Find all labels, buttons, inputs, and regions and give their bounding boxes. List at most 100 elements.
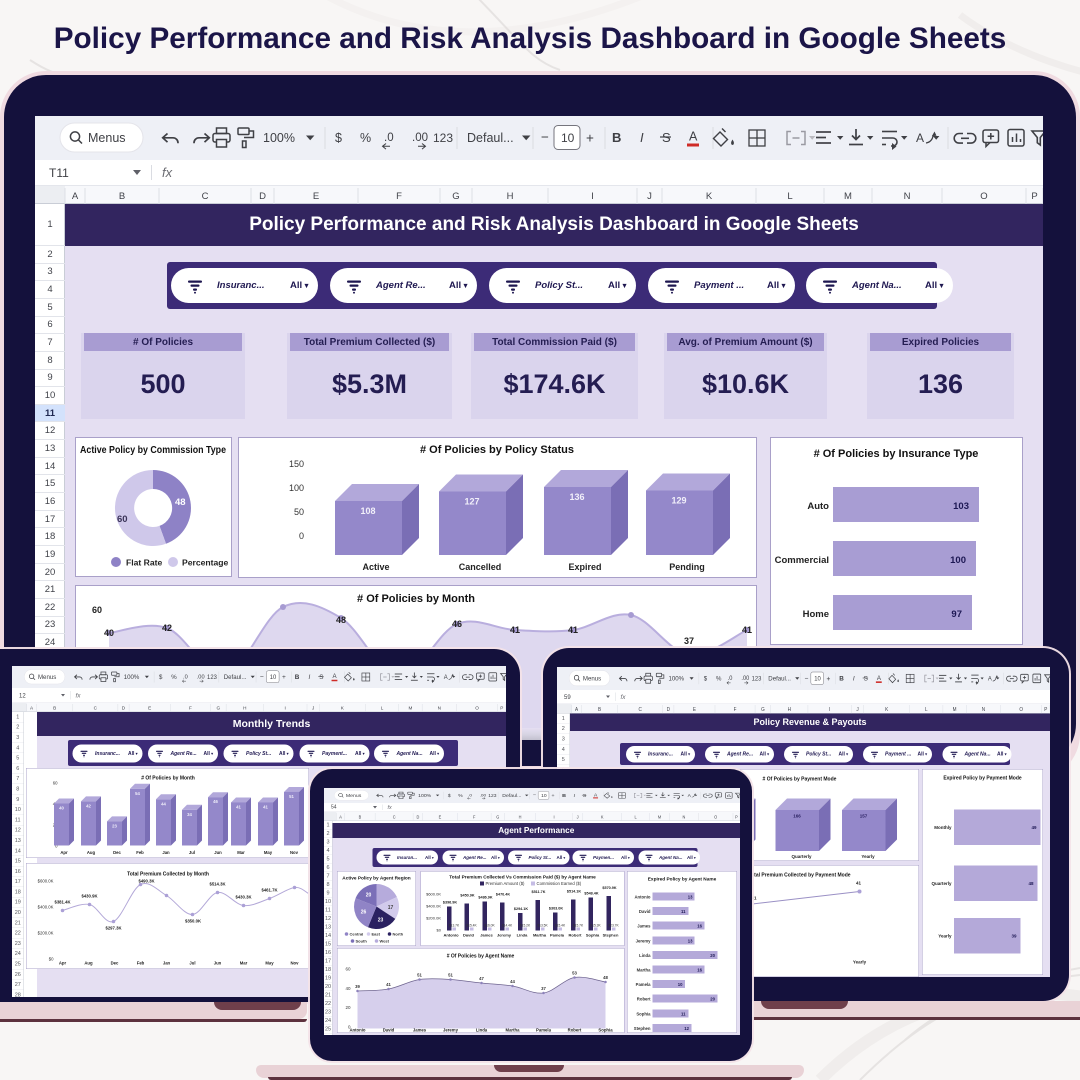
- svg-text:50: 50: [294, 507, 304, 517]
- svg-text:123: 123: [433, 131, 453, 145]
- svg-text:$303.0K: $303.0K: [549, 907, 563, 911]
- svg-text:O: O: [1019, 707, 1023, 713]
- svg-text:Pending: Pending: [669, 562, 705, 572]
- svg-text:A: A: [339, 814, 342, 819]
- svg-text:A: A: [333, 673, 338, 680]
- svg-text:Dec: Dec: [111, 961, 119, 966]
- svg-text:$13.7K: $13.7K: [449, 924, 460, 928]
- svg-text:David: David: [463, 933, 474, 938]
- svg-text:L: L: [787, 191, 792, 202]
- svg-text:Active: Active: [362, 562, 389, 572]
- svg-text:May: May: [264, 850, 273, 855]
- svg-text:0: 0: [299, 531, 304, 541]
- svg-text:Pamela: Pamela: [550, 933, 565, 938]
- svg-text:40: 40: [104, 628, 114, 638]
- svg-text:Apr: Apr: [60, 850, 68, 855]
- svg-text:$: $: [335, 131, 342, 145]
- svg-text:Martha: Martha: [533, 933, 547, 938]
- svg-text:%: %: [171, 674, 177, 681]
- svg-text:Jul: Jul: [189, 850, 195, 855]
- svg-text:51: 51: [448, 973, 453, 978]
- svg-text:Antonio: Antonio: [634, 895, 650, 900]
- svg-text:39: 39: [1011, 934, 1017, 939]
- svg-text:Martha: Martha: [637, 968, 652, 973]
- svg-text:Percentage: Percentage: [182, 558, 229, 568]
- svg-text:B: B: [598, 707, 601, 713]
- svg-text:S: S: [583, 793, 587, 798]
- svg-text:H: H: [507, 191, 514, 202]
- svg-text:123: 123: [752, 676, 762, 682]
- svg-text:David: David: [639, 909, 651, 914]
- svg-text:40: 40: [345, 986, 351, 991]
- svg-text:Pamela: Pamela: [636, 982, 652, 987]
- svg-text:37: 37: [541, 986, 546, 991]
- svg-text:.0: .0: [728, 676, 733, 682]
- svg-text:Jeremy: Jeremy: [443, 1028, 459, 1033]
- svg-text:Pamela: Pamela: [536, 1028, 552, 1033]
- svg-text:$450.9K: $450.9K: [460, 894, 474, 898]
- svg-text:Mar: Mar: [240, 961, 248, 966]
- svg-text:L: L: [925, 707, 928, 713]
- svg-text:Menus: Menus: [88, 131, 126, 145]
- svg-text:Nov: Nov: [290, 850, 299, 855]
- svg-text:L: L: [634, 814, 637, 819]
- svg-text:E: E: [693, 707, 697, 713]
- svg-text:$570.9K: $570.9K: [602, 886, 616, 890]
- svg-text:A: A: [877, 675, 882, 682]
- svg-text:H: H: [788, 707, 792, 713]
- svg-text:44: 44: [510, 979, 515, 984]
- svg-text:−: −: [260, 674, 264, 681]
- svg-text:60: 60: [92, 605, 102, 615]
- svg-text:C: C: [638, 707, 642, 713]
- svg-text:D: D: [667, 707, 671, 713]
- svg-text:10: 10: [541, 793, 547, 798]
- svg-text:20: 20: [710, 953, 715, 958]
- svg-text:Defaul...: Defaul...: [502, 793, 521, 798]
- svg-text:Apr: Apr: [59, 961, 67, 966]
- svg-text:100%: 100%: [263, 131, 295, 145]
- svg-text:41: 41: [386, 982, 391, 987]
- svg-text:Quarterly: Quarterly: [931, 881, 952, 886]
- svg-text:P: P: [1044, 707, 1047, 713]
- svg-text:$548.4K: $548.4K: [584, 892, 598, 896]
- svg-text:Expired Policy by Agent Name: Expired Policy by Agent Name: [648, 877, 717, 883]
- svg-text:P: P: [735, 814, 738, 819]
- svg-text:K: K: [341, 705, 345, 710]
- svg-text:150: 150: [289, 459, 304, 469]
- svg-text:16: 16: [697, 968, 702, 973]
- svg-text:Defaul...: Defaul...: [224, 674, 247, 681]
- svg-text:N: N: [982, 707, 986, 713]
- svg-text:James: James: [413, 1028, 427, 1033]
- svg-text:Linda: Linda: [639, 953, 651, 958]
- svg-text:+: +: [282, 674, 286, 681]
- svg-text:# Of Policies by Month: # Of Policies by Month: [141, 776, 195, 782]
- svg-text:$23.7K: $23.7K: [608, 924, 619, 928]
- svg-text:12: 12: [684, 1026, 689, 1031]
- svg-text:Robert: Robert: [637, 997, 651, 1002]
- svg-text:100: 100: [289, 483, 304, 493]
- svg-text:A: A: [916, 131, 924, 145]
- svg-text:Dec: Dec: [113, 850, 121, 855]
- svg-text:+: +: [586, 131, 594, 146]
- svg-text:$381.4K: $381.4K: [54, 900, 71, 905]
- svg-text:Antonio: Antonio: [349, 1028, 365, 1033]
- svg-text:# Of Policies by Agent Name: # Of Policies by Agent Name: [447, 954, 515, 960]
- svg-text:I: I: [829, 707, 830, 713]
- svg-text:Jan: Jan: [163, 961, 171, 966]
- svg-text:42: 42: [162, 623, 172, 633]
- svg-text:136: 136: [569, 492, 584, 502]
- svg-text:A: A: [30, 705, 34, 710]
- svg-text:A: A: [594, 793, 598, 798]
- svg-text:$15.2K: $15.2K: [520, 924, 531, 928]
- svg-text:40: 40: [59, 806, 64, 811]
- svg-text:B: B: [562, 793, 566, 798]
- svg-text:C: C: [202, 191, 209, 202]
- svg-text:Cancelled: Cancelled: [459, 562, 502, 572]
- svg-text:%: %: [458, 793, 463, 798]
- svg-text:# Of Policies by Payment Mode: # Of Policies by Payment Mode: [763, 777, 837, 783]
- svg-text:.00: .00: [197, 674, 205, 680]
- svg-text:$400.0K: $400.0K: [38, 905, 54, 910]
- svg-text:Aug: Aug: [87, 850, 96, 855]
- svg-text:$0: $0: [437, 928, 442, 933]
- svg-text:$396.9K: $396.9K: [443, 901, 457, 905]
